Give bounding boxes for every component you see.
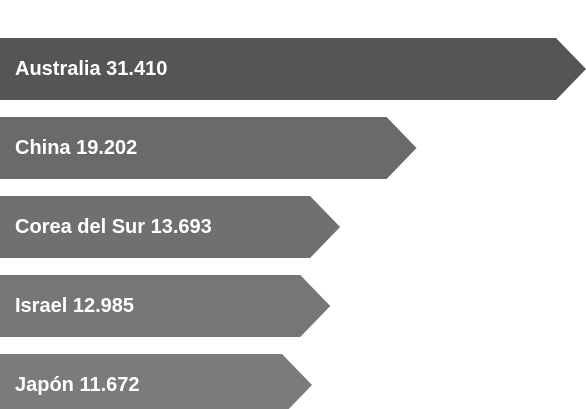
bar xyxy=(0,117,417,179)
bar-label: Israel 12.985 xyxy=(15,295,134,317)
value-label: 31.410 xyxy=(106,58,167,80)
bar-label: China 19.202 xyxy=(15,137,137,159)
category-label: China xyxy=(15,137,71,159)
value-label: 11.672 xyxy=(79,374,139,396)
bar-label: Australia 31.410 xyxy=(15,58,167,80)
category-label: Australia xyxy=(15,58,101,80)
value-label: 13.693 xyxy=(151,216,212,238)
category-label: Corea del Sur xyxy=(15,216,145,238)
bar-label: Corea del Sur 13.693 xyxy=(15,216,212,238)
bar xyxy=(0,38,586,100)
bar xyxy=(0,354,313,409)
bar xyxy=(0,275,331,337)
category-label: Israel xyxy=(15,295,67,317)
value-label: 19.202 xyxy=(76,137,137,159)
value-label: 12.985 xyxy=(73,295,134,317)
category-label: Japón xyxy=(15,374,74,396)
bar-label: Japón 11.672 xyxy=(15,374,140,396)
bar xyxy=(0,196,341,258)
